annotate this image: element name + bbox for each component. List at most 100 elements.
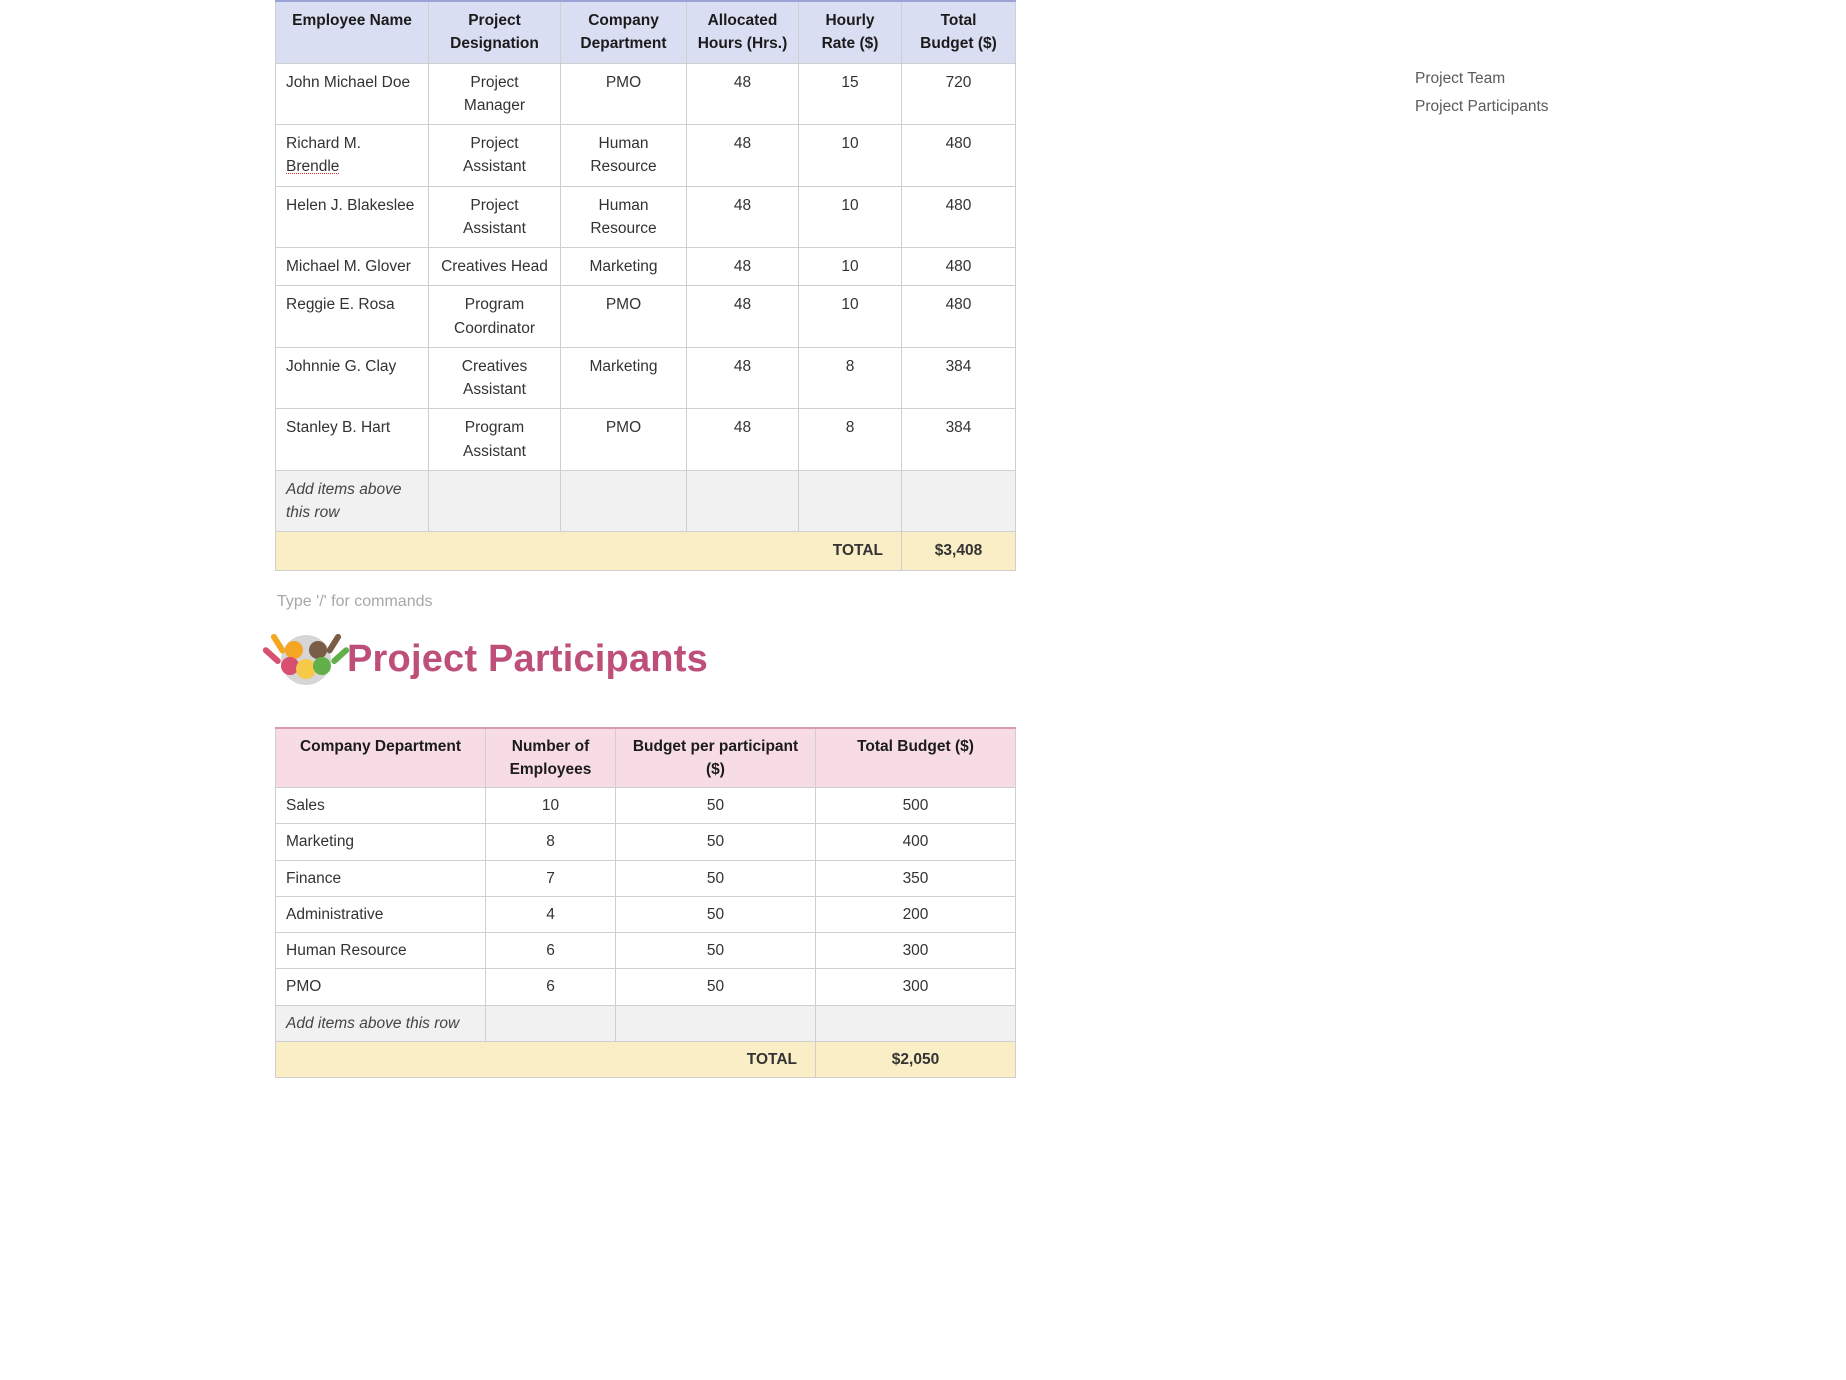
cell-hours[interactable]: 48 (687, 125, 799, 187)
cell-dept[interactable]: Marketing (561, 347, 687, 409)
cell-total[interactable]: 500 (816, 788, 1016, 824)
table-row[interactable]: Sales1050500 (276, 788, 1016, 824)
cell-dept[interactable]: Sales (276, 788, 486, 824)
cell-budget[interactable]: 480 (902, 286, 1016, 348)
project-team-table: Employee NameProject DesignationCompany … (275, 0, 1016, 571)
outline-link[interactable]: Project Team (1415, 65, 1675, 93)
table-row[interactable]: Richard M. BrendleProject AssistantHuman… (276, 125, 1016, 187)
table-row[interactable]: Human Resource650300 (276, 933, 1016, 969)
cell-hours[interactable]: 48 (687, 248, 799, 286)
cell-num[interactable]: 7 (486, 860, 616, 896)
cell-num[interactable]: 8 (486, 824, 616, 860)
total-value: $3,408 (902, 532, 1016, 570)
cell-per[interactable]: 50 (616, 824, 816, 860)
cell-dept[interactable]: PMO (276, 969, 486, 1005)
cell-dept[interactable]: Administrative (276, 896, 486, 932)
add-items-hint-row[interactable]: Add items above this row (276, 1005, 1016, 1041)
cell-employee-name[interactable]: Johnnie G. Clay (276, 347, 429, 409)
cell-employee-name[interactable]: Helen J. Blakeslee (276, 186, 429, 248)
cell-total[interactable]: 350 (816, 860, 1016, 896)
cell-employee-name[interactable]: John Michael Doe (276, 63, 429, 125)
cell-total[interactable]: 200 (816, 896, 1016, 932)
cell-per[interactable]: 50 (616, 860, 816, 896)
cell-rate[interactable]: 8 (799, 347, 902, 409)
cell-dept[interactable]: Human Resource (561, 186, 687, 248)
cell-rate[interactable]: 8 (799, 409, 902, 471)
column-header[interactable]: Total Budget ($) (816, 728, 1016, 788)
cell-designation[interactable]: Program Coordinator (429, 286, 561, 348)
table-row[interactable]: Marketing850400 (276, 824, 1016, 860)
column-header[interactable]: Company Department (276, 728, 486, 788)
cell-budget[interactable]: 384 (902, 347, 1016, 409)
outline-link[interactable]: Project Participants (1415, 93, 1675, 121)
cell-per[interactable]: 50 (616, 969, 816, 1005)
cell-total[interactable]: 400 (816, 824, 1016, 860)
cell-dept[interactable]: PMO (561, 409, 687, 471)
cell-dept[interactable]: PMO (561, 63, 687, 125)
cell-rate[interactable]: 10 (799, 125, 902, 187)
cell-dept[interactable]: Human Resource (276, 933, 486, 969)
table-row[interactable]: Reggie E. RosaProgram CoordinatorPMO4810… (276, 286, 1016, 348)
command-hint[interactable]: Type '/' for commands (277, 593, 1335, 611)
cell-dept[interactable]: Marketing (561, 248, 687, 286)
cell-designation[interactable]: Project Manager (429, 63, 561, 125)
cell-rate[interactable]: 15 (799, 63, 902, 125)
cell-designation[interactable]: Program Assistant (429, 409, 561, 471)
column-header[interactable]: Allocated Hours (Hrs.) (687, 1, 799, 63)
spellcheck-underline[interactable]: Brendle (286, 158, 339, 175)
table-row[interactable]: PMO650300 (276, 969, 1016, 1005)
table-row[interactable]: Administrative450200 (276, 896, 1016, 932)
cell-total[interactable]: 300 (816, 969, 1016, 1005)
table-row[interactable]: Michael M. GloverCreatives HeadMarketing… (276, 248, 1016, 286)
cell-employee-name[interactable]: Richard M. Brendle (276, 125, 429, 187)
empty-cell (561, 470, 687, 532)
cell-dept[interactable]: PMO (561, 286, 687, 348)
cell-hours[interactable]: 48 (687, 286, 799, 348)
cell-designation[interactable]: Creatives Head (429, 248, 561, 286)
column-header[interactable]: Company Department (561, 1, 687, 63)
table-row[interactable]: Johnnie G. ClayCreatives AssistantMarket… (276, 347, 1016, 409)
column-header[interactable]: Total Budget ($) (902, 1, 1016, 63)
cell-rate[interactable]: 10 (799, 186, 902, 248)
table-header-row: Company DepartmentNumber of EmployeesBud… (276, 728, 1016, 788)
cell-dept[interactable]: Human Resource (561, 125, 687, 187)
table-row[interactable]: Stanley B. HartProgram AssistantPMO48838… (276, 409, 1016, 471)
cell-budget[interactable]: 480 (902, 248, 1016, 286)
cell-designation[interactable]: Creatives Assistant (429, 347, 561, 409)
section-title: Project Participants (347, 638, 708, 681)
cell-designation[interactable]: Project Assistant (429, 186, 561, 248)
column-header[interactable]: Project Designation (429, 1, 561, 63)
cell-dept[interactable]: Marketing (276, 824, 486, 860)
cell-total[interactable]: 300 (816, 933, 1016, 969)
cell-per[interactable]: 50 (616, 933, 816, 969)
column-header[interactable]: Number of Employees (486, 728, 616, 788)
cell-rate[interactable]: 10 (799, 248, 902, 286)
cell-budget[interactable]: 720 (902, 63, 1016, 125)
column-header[interactable]: Employee Name (276, 1, 429, 63)
cell-per[interactable]: 50 (616, 788, 816, 824)
add-items-hint-row[interactable]: Add items above this row (276, 470, 1016, 532)
cell-hours[interactable]: 48 (687, 186, 799, 248)
column-header[interactable]: Budget per participant ($) (616, 728, 816, 788)
cell-budget[interactable]: 480 (902, 125, 1016, 187)
cell-budget[interactable]: 384 (902, 409, 1016, 471)
cell-per[interactable]: 50 (616, 896, 816, 932)
column-header[interactable]: Hourly Rate ($) (799, 1, 902, 63)
table-row[interactable]: Finance750350 (276, 860, 1016, 896)
cell-dept[interactable]: Finance (276, 860, 486, 896)
cell-employee-name[interactable]: Michael M. Glover (276, 248, 429, 286)
cell-num[interactable]: 6 (486, 933, 616, 969)
cell-employee-name[interactable]: Reggie E. Rosa (276, 286, 429, 348)
cell-hours[interactable]: 48 (687, 63, 799, 125)
cell-num[interactable]: 10 (486, 788, 616, 824)
table-row[interactable]: Helen J. BlakesleeProject AssistantHuman… (276, 186, 1016, 248)
cell-num[interactable]: 6 (486, 969, 616, 1005)
cell-hours[interactable]: 48 (687, 409, 799, 471)
cell-designation[interactable]: Project Assistant (429, 125, 561, 187)
cell-hours[interactable]: 48 (687, 347, 799, 409)
table-row[interactable]: John Michael DoeProject ManagerPMO481572… (276, 63, 1016, 125)
cell-budget[interactable]: 480 (902, 186, 1016, 248)
cell-rate[interactable]: 10 (799, 286, 902, 348)
cell-num[interactable]: 4 (486, 896, 616, 932)
cell-employee-name[interactable]: Stanley B. Hart (276, 409, 429, 471)
